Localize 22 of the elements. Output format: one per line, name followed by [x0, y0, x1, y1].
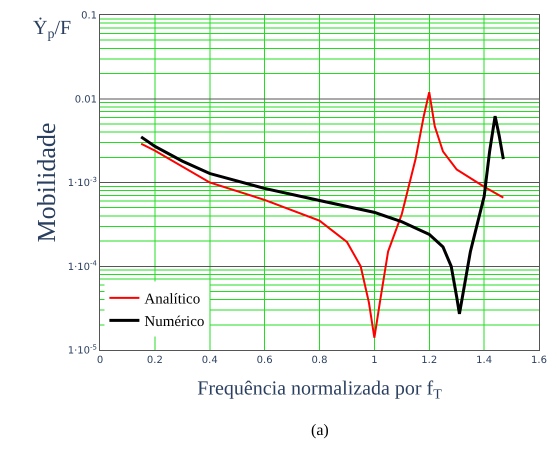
x-tick-label: 0.8	[312, 355, 328, 366]
x-tick-label: 0.6	[256, 355, 273, 366]
line-series	[140, 91, 504, 339]
text: Ẏ$_{p}$/F	[33, 17, 72, 42]
x-tick-label: 1.4	[476, 355, 492, 366]
line-series	[140, 114, 505, 316]
x-tick-label: 1.2	[421, 355, 438, 366]
x-axis-title: Frequência normalizada por f$_{T}$	[197, 378, 442, 403]
y-axis-title: Mobilidade	[32, 122, 62, 242]
x-tick-label: 1.6	[531, 355, 547, 366]
y-tick-label: 0.01	[74, 94, 97, 106]
y-tick-label: 0.1	[81, 10, 97, 22]
y-tick-label: 1·10$^{-5}$	[68, 343, 97, 356]
legend-label: Analítico	[144, 292, 200, 308]
legend-label: Numérico	[144, 314, 204, 330]
x-tick-label: 0.2	[146, 355, 163, 366]
y-tick-label: 1·10$^{-4}$	[68, 260, 98, 273]
x-tick-label: 0.4	[202, 355, 218, 366]
y-tick-label: 1·10$^{-3}$	[68, 176, 97, 189]
x-tick-label: 1	[371, 355, 378, 366]
text: (a)	[311, 422, 329, 439]
x-tick-label: 0	[96, 355, 104, 366]
